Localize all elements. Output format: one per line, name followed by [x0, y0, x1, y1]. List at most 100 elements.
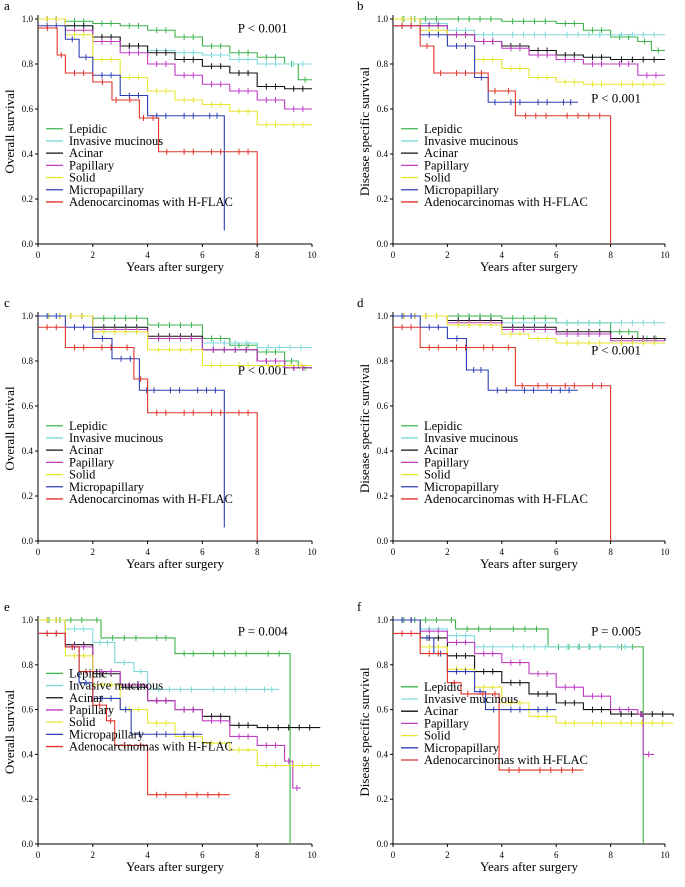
panel-a-y-tick-label: 1.0 — [22, 14, 34, 24]
panel-f-x-tick-label: 6 — [554, 850, 559, 860]
panel-f-x-axis-label: Years after surgery — [480, 859, 579, 874]
panel-d-y-tick-label: 0.4 — [377, 446, 389, 456]
panel-c-legend-label: Micropapillary — [69, 480, 145, 494]
panel-f-x-tick-label: 2 — [445, 850, 450, 860]
panel-a-y-axis-label: Overall survival — [2, 89, 17, 174]
panel-b-p-value: P < 0.001 — [591, 90, 641, 105]
panel-e-x-axis-label: Years after surgery — [126, 859, 225, 874]
panel-a-letter: a — [4, 0, 10, 13]
panel-a-y-tick-label: 0.6 — [22, 104, 34, 114]
panel-b-x-tick-label: 6 — [554, 250, 559, 260]
panel-b-curve-adenocarcinomas-with-h-flac — [393, 25, 612, 244]
panel-d-legend-label: Acinar — [424, 443, 459, 457]
panel-a-legend-label: Invasive mucinous — [69, 134, 163, 148]
panel-b-x-tick-label: 8 — [608, 250, 613, 260]
panel-c-curve-solid — [38, 315, 312, 367]
panel-d-p-value: P < 0.001 — [591, 342, 641, 357]
panel-e-y-tick-label: 0.8 — [22, 660, 34, 670]
panel-a-p-value: P < 0.001 — [238, 21, 288, 36]
panel-b-x-tick-label: 0 — [391, 250, 396, 260]
panel-c-x-tick-label: 6 — [200, 547, 205, 557]
panel-b-x-tick-label: 10 — [661, 250, 671, 260]
panel-e-x-tick-label: 0 — [36, 850, 41, 860]
panel-c-y-tick-label: 1.0 — [22, 311, 34, 321]
panel-f-x-tick-label: 10 — [661, 850, 671, 860]
panel-f-y-axis-label: Disease specific survival — [357, 667, 372, 797]
panel-e-legend-label: Adenocarcinomas with H-FLAC — [69, 740, 233, 754]
panel-c-y-tick-label: 0.4 — [22, 446, 34, 456]
panel-f-curve-adenocarcinomas-with-h-flac — [393, 632, 584, 771]
panel-c-legend-label: Acinar — [69, 443, 104, 457]
panel-c-y-tick-label: 0.6 — [22, 401, 34, 411]
panel-a-curve-lepidic — [38, 18, 312, 81]
panel-f-y-tick-label: 0.0 — [377, 839, 389, 849]
panel-e-legend-label: Solid — [69, 715, 96, 729]
panel-f-legend-label: Acinar — [424, 704, 459, 718]
panel-c-y-tick-label: 0.2 — [22, 491, 33, 501]
panel-d-legend-label: Adenocarcinomas with H-FLAC — [424, 492, 588, 506]
panel-b-curve-papillary — [393, 18, 665, 76]
panel-a-curve-acinar — [38, 18, 312, 90]
panel-a-x-axis-label: Years after surgery — [126, 259, 225, 274]
panel-a-legend-label: Solid — [69, 171, 96, 185]
panel-b-y-tick-label: 1.0 — [377, 14, 389, 24]
panel-d-legend-label: Micropapillary — [424, 480, 500, 494]
panel-d-curve-micropapillary — [393, 315, 578, 391]
panel-f-legend-label: Micropapillary — [424, 741, 500, 755]
panel-d-y-axis-label: Disease specific survival — [357, 363, 372, 493]
panel-d-legend-label: Solid — [424, 468, 451, 482]
panel-d-x-tick-label: 2 — [445, 547, 450, 557]
panel-b-legend-label: Solid — [424, 171, 451, 185]
panel-e-x-tick-label: 2 — [91, 850, 96, 860]
panel-c-curve-papillary — [38, 315, 312, 369]
panel-f-x-tick-label: 4 — [500, 850, 505, 860]
panel-e-legend-label: Lepidic — [69, 666, 108, 680]
panel-b-x-tick-label: 2 — [445, 250, 450, 260]
panel-c-letter: c — [4, 295, 10, 310]
panel-e-x-tick-label: 8 — [255, 850, 260, 860]
panel-b-legend-label: Adenocarcinomas with H-FLAC — [424, 195, 588, 209]
panel-d-y-tick-label: 0.8 — [377, 356, 389, 366]
panel-a-legend-label: Lepidic — [69, 122, 108, 136]
panel-c-legend-label: Lepidic — [69, 419, 108, 433]
panel-e-x-tick-label: 10 — [308, 850, 318, 860]
panel-b-y-tick-label: 0.0 — [377, 239, 389, 249]
panel-b-y-tick-label: 0.2 — [377, 194, 388, 204]
panel-b-legend-label: Micropapillary — [424, 183, 500, 197]
panel-f-y-tick-label: 0.4 — [377, 749, 389, 759]
panel-c-legend-label: Papillary — [69, 455, 115, 469]
panel-a-x-tick-label: 6 — [200, 250, 205, 260]
panel-d-legend-label: Invasive mucinous — [424, 431, 518, 445]
panel-b-legend-label: Lepidic — [424, 122, 463, 136]
panel-e-legend-label: Invasive mucinous — [69, 679, 163, 693]
panel-e-legend-label: Papillary — [69, 703, 115, 717]
panel-f-legend-label: Lepidic — [424, 680, 463, 694]
panel-c-legend-label: Invasive mucinous — [69, 431, 163, 445]
panel-d-x-tick-label: 0 — [391, 547, 396, 557]
panel-c-x-axis-label: Years after surgery — [126, 556, 225, 571]
panel-d-x-axis-label: Years after surgery — [480, 556, 579, 571]
panel-f-legend-label: Solid — [424, 729, 451, 743]
panel-d-legend-label: Lepidic — [424, 419, 463, 433]
panel-a-legend-label: Papillary — [69, 158, 115, 172]
panel-a-x-tick-label: 8 — [255, 250, 260, 260]
panel-a-y-tick-label: 0.4 — [22, 149, 34, 159]
panel-d-y-tick-label: 1.0 — [377, 311, 389, 321]
panel-e-y-tick-label: 0.6 — [22, 705, 34, 715]
panel-a-x-tick-label: 4 — [145, 250, 150, 260]
panel-d-letter: d — [357, 295, 364, 310]
panel-e-y-tick-label: 0.2 — [22, 794, 33, 804]
panel-b-curve-lepidic — [393, 18, 665, 52]
panel-d-x-tick-label: 4 — [500, 547, 505, 557]
panel-f-x-tick-label: 0 — [391, 850, 396, 860]
panel-d-curve-invasive-mucinous — [393, 315, 665, 324]
panel-b-y-axis-label: Disease specific survival — [357, 66, 372, 196]
panel-d-y-tick-label: 0.6 — [377, 401, 389, 411]
panel-b-legend-label: Papillary — [424, 158, 470, 172]
panel-d-x-tick-label: 10 — [661, 547, 671, 557]
panel-b-legend-label: Acinar — [424, 146, 459, 160]
panel-a-legend-label: Micropapillary — [69, 183, 145, 197]
panel-c-legend-label: Adenocarcinomas with H-FLAC — [69, 492, 233, 506]
panel-f-letter: f — [357, 599, 362, 614]
panel-c-y-tick-label: 0.8 — [22, 356, 34, 366]
